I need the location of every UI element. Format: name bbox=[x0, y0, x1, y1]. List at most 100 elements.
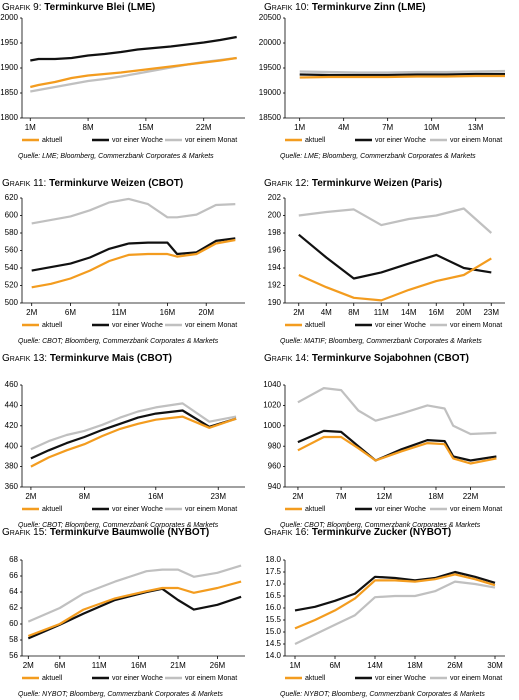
series-line bbox=[298, 257, 492, 302]
y-tick-label: 56 bbox=[9, 651, 18, 660]
x-tick-label: 6M bbox=[54, 661, 65, 670]
x-tick-label: 20M bbox=[198, 308, 214, 317]
y-tick-label: 420 bbox=[5, 421, 19, 430]
x-tick-label: 2M bbox=[25, 492, 36, 501]
series-line bbox=[30, 415, 237, 468]
legend-label: aktuell bbox=[42, 675, 63, 682]
y-tick-label: 18500 bbox=[259, 113, 282, 122]
y-tick-label: 460 bbox=[5, 380, 19, 389]
series-line bbox=[297, 387, 497, 436]
legend-label: vor einem Monat bbox=[185, 675, 237, 682]
x-tick-label: 14M bbox=[367, 661, 383, 670]
y-tick-label: 18.0 bbox=[265, 555, 281, 564]
legend-label: aktuell bbox=[305, 322, 326, 329]
x-tick-label: 2M bbox=[26, 308, 37, 317]
y-tick-label: 66 bbox=[9, 571, 18, 580]
y-tick-label: 620 bbox=[5, 193, 19, 202]
chart-title: Grafik 10: Terminkurve Zinn (LME) bbox=[264, 2, 426, 13]
series-line bbox=[27, 587, 242, 640]
x-tick-label: 2M bbox=[293, 308, 304, 317]
chart-number: Grafik 14: bbox=[264, 353, 309, 364]
source: Quelle: CBOT; Bloomberg, Commerzbank Cor… bbox=[280, 522, 481, 529]
legend-label: vor einer Woche bbox=[375, 506, 426, 513]
y-tick-label: 1020 bbox=[263, 401, 281, 410]
chart-title: Grafik 12: Terminkurve Weizen (Paris) bbox=[264, 178, 442, 189]
y-tick-label: 19500 bbox=[259, 63, 282, 72]
y-tick-label: 380 bbox=[5, 462, 19, 471]
chart-title-text: Terminkurve Mais (CBOT) bbox=[50, 353, 172, 364]
series-line bbox=[297, 429, 497, 462]
chart-title: Grafik 13: Terminkurve Mais (CBOT) bbox=[2, 353, 172, 364]
legend-label: aktuell bbox=[42, 322, 63, 329]
legend-label: aktuell bbox=[42, 506, 63, 513]
y-tick-label: 1900 bbox=[0, 63, 18, 72]
x-tick-label: 4M bbox=[338, 123, 349, 132]
y-tick-label: 14.5 bbox=[265, 639, 281, 648]
legend-label: vor einem Monat bbox=[450, 322, 502, 329]
y-tick-label: 20500 bbox=[259, 13, 282, 22]
x-tick-label: 1M bbox=[289, 661, 300, 670]
x-tick-label: 11M bbox=[111, 308, 126, 317]
legend-label: vor einer Woche bbox=[112, 322, 163, 329]
legend-label: aktuell bbox=[305, 137, 326, 144]
y-tick-label: 202 bbox=[268, 193, 282, 202]
y-tick-label: 940 bbox=[268, 482, 282, 491]
x-tick-label: 16M bbox=[148, 492, 164, 501]
series-line bbox=[294, 570, 496, 612]
chart-title: Grafik 9: Terminkurve Blei (LME) bbox=[2, 2, 155, 13]
legend-label: vor einer Woche bbox=[112, 137, 163, 144]
x-tick-label: 26M bbox=[447, 661, 463, 670]
y-tick-label: 580 bbox=[5, 228, 19, 237]
x-tick-label: 23M bbox=[483, 308, 499, 317]
y-tick-label: 196 bbox=[268, 246, 282, 255]
y-tick-label: 58 bbox=[9, 635, 18, 644]
y-tick-label: 16.0 bbox=[265, 603, 281, 612]
chart-number: Grafik 15: bbox=[2, 527, 47, 538]
x-tick-label: 18M bbox=[428, 492, 444, 501]
y-tick-label: 960 bbox=[268, 462, 282, 471]
series-line bbox=[299, 69, 506, 74]
series-line bbox=[299, 74, 505, 79]
y-tick-label: 198 bbox=[268, 228, 282, 237]
y-tick-label: 1950 bbox=[0, 38, 18, 47]
series-line bbox=[30, 35, 237, 62]
source: Quelle: LME; Bloomberg, Commerzbank Corp… bbox=[18, 153, 214, 160]
y-tick-label: 17.0 bbox=[265, 579, 281, 588]
series-line bbox=[299, 72, 505, 77]
x-tick-label: 2M bbox=[23, 661, 34, 670]
y-tick-label: 64 bbox=[9, 587, 18, 596]
y-tick-label: 60 bbox=[9, 619, 18, 628]
chart-number: Grafik 9: bbox=[2, 2, 42, 13]
chart-number: Grafik 13: bbox=[2, 353, 47, 364]
y-tick-label: 560 bbox=[5, 246, 19, 255]
x-tick-label: 1M bbox=[25, 123, 36, 132]
y-tick-label: 62 bbox=[9, 603, 18, 612]
series-line bbox=[27, 580, 242, 638]
series-line bbox=[31, 197, 236, 225]
legend-label: vor einer Woche bbox=[375, 675, 426, 682]
x-tick-label: 21M bbox=[170, 661, 186, 670]
x-tick-label: 20M bbox=[456, 308, 472, 317]
y-tick-label: 520 bbox=[5, 281, 19, 290]
x-tick-label: 7M bbox=[336, 492, 347, 501]
y-tick-label: 440 bbox=[5, 401, 19, 410]
y-tick-label: 20000 bbox=[259, 38, 282, 47]
series-line bbox=[31, 237, 236, 272]
y-tick-label: 19000 bbox=[259, 88, 282, 97]
series-line bbox=[27, 564, 242, 623]
source: Quelle: NYBOT; Bloomberg, Commerzbank Co… bbox=[280, 691, 485, 698]
legend-label: vor einem Monat bbox=[185, 506, 237, 513]
x-tick-label: 8M bbox=[83, 123, 94, 132]
x-tick-label: 14M bbox=[401, 308, 417, 317]
chart-number: Grafik 10: bbox=[264, 2, 309, 13]
chart-number: Grafik 12: bbox=[264, 178, 309, 189]
y-tick-label: 17.5 bbox=[265, 567, 281, 576]
y-tick-label: 1040 bbox=[263, 380, 281, 389]
chart-title: Grafik 16: Terminkurve Zucker (NYBOT) bbox=[264, 527, 451, 538]
x-tick-label: 22M bbox=[463, 492, 479, 501]
source: Quelle: CBOT; Bloomberg, Commerzbank Cor… bbox=[18, 338, 219, 345]
x-tick-label: 7M bbox=[382, 123, 393, 132]
y-tick-label: 68 bbox=[9, 555, 18, 564]
chart-number: Grafik 11: bbox=[2, 178, 46, 189]
x-tick-label: 16M bbox=[428, 308, 444, 317]
